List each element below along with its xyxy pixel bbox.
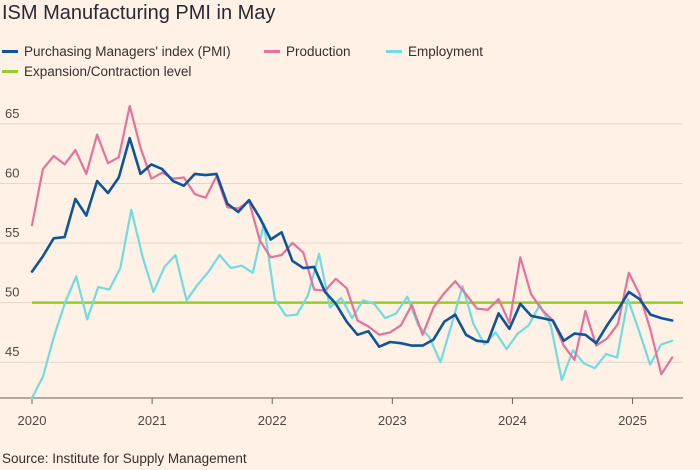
y-tick-label: 55: [5, 225, 19, 240]
legend-label-employment: Employment: [408, 44, 484, 59]
x-tick-label: 2021: [138, 413, 167, 428]
y-tick-label: 65: [5, 106, 19, 121]
series-layer: [30, 104, 674, 400]
production-line: [30, 104, 674, 376]
legend-entry-production: Production: [264, 44, 351, 59]
chart-title: ISM Manufacturing PMI in May: [2, 2, 276, 24]
y-tick-label: 45: [5, 344, 19, 359]
y-tick-label: 50: [5, 285, 19, 300]
legend-label-production: Production: [286, 44, 351, 59]
legend-swatch-expansion: [2, 70, 18, 73]
y-tick-label: 60: [5, 165, 19, 180]
x-tick-label: 2023: [378, 413, 407, 428]
gridlines: [0, 123, 683, 363]
employment-line: [30, 208, 674, 400]
x-axis: [0, 397, 683, 404]
legend-swatch-production: [264, 50, 280, 53]
pmi-line: [30, 136, 674, 349]
legend-swatch-employment: [386, 50, 402, 53]
legend-entry-expansion: Expansion/Contraction level: [2, 64, 191, 79]
legend-swatch-pmi: [2, 50, 18, 53]
legend-entry-employment: Employment: [386, 44, 483, 59]
x-tick-label: 2022: [258, 413, 287, 428]
x-tick-label: 2020: [18, 413, 47, 428]
x-tick-label: 2025: [618, 413, 647, 428]
tick-labels: 45 50 55 60 65 2020 2021 2022 2023 2024 2025: [5, 106, 647, 428]
x-tick-label: 2024: [498, 413, 527, 428]
source-note: Source: Institute for Supply Management: [2, 451, 247, 466]
legend-label-pmi: Purchasing Managers' index (PMI): [24, 44, 231, 59]
legend-entry-pmi: Purchasing Managers' index (PMI): [2, 44, 231, 59]
legend-label-expansion: Expansion/Contraction level: [24, 64, 192, 79]
